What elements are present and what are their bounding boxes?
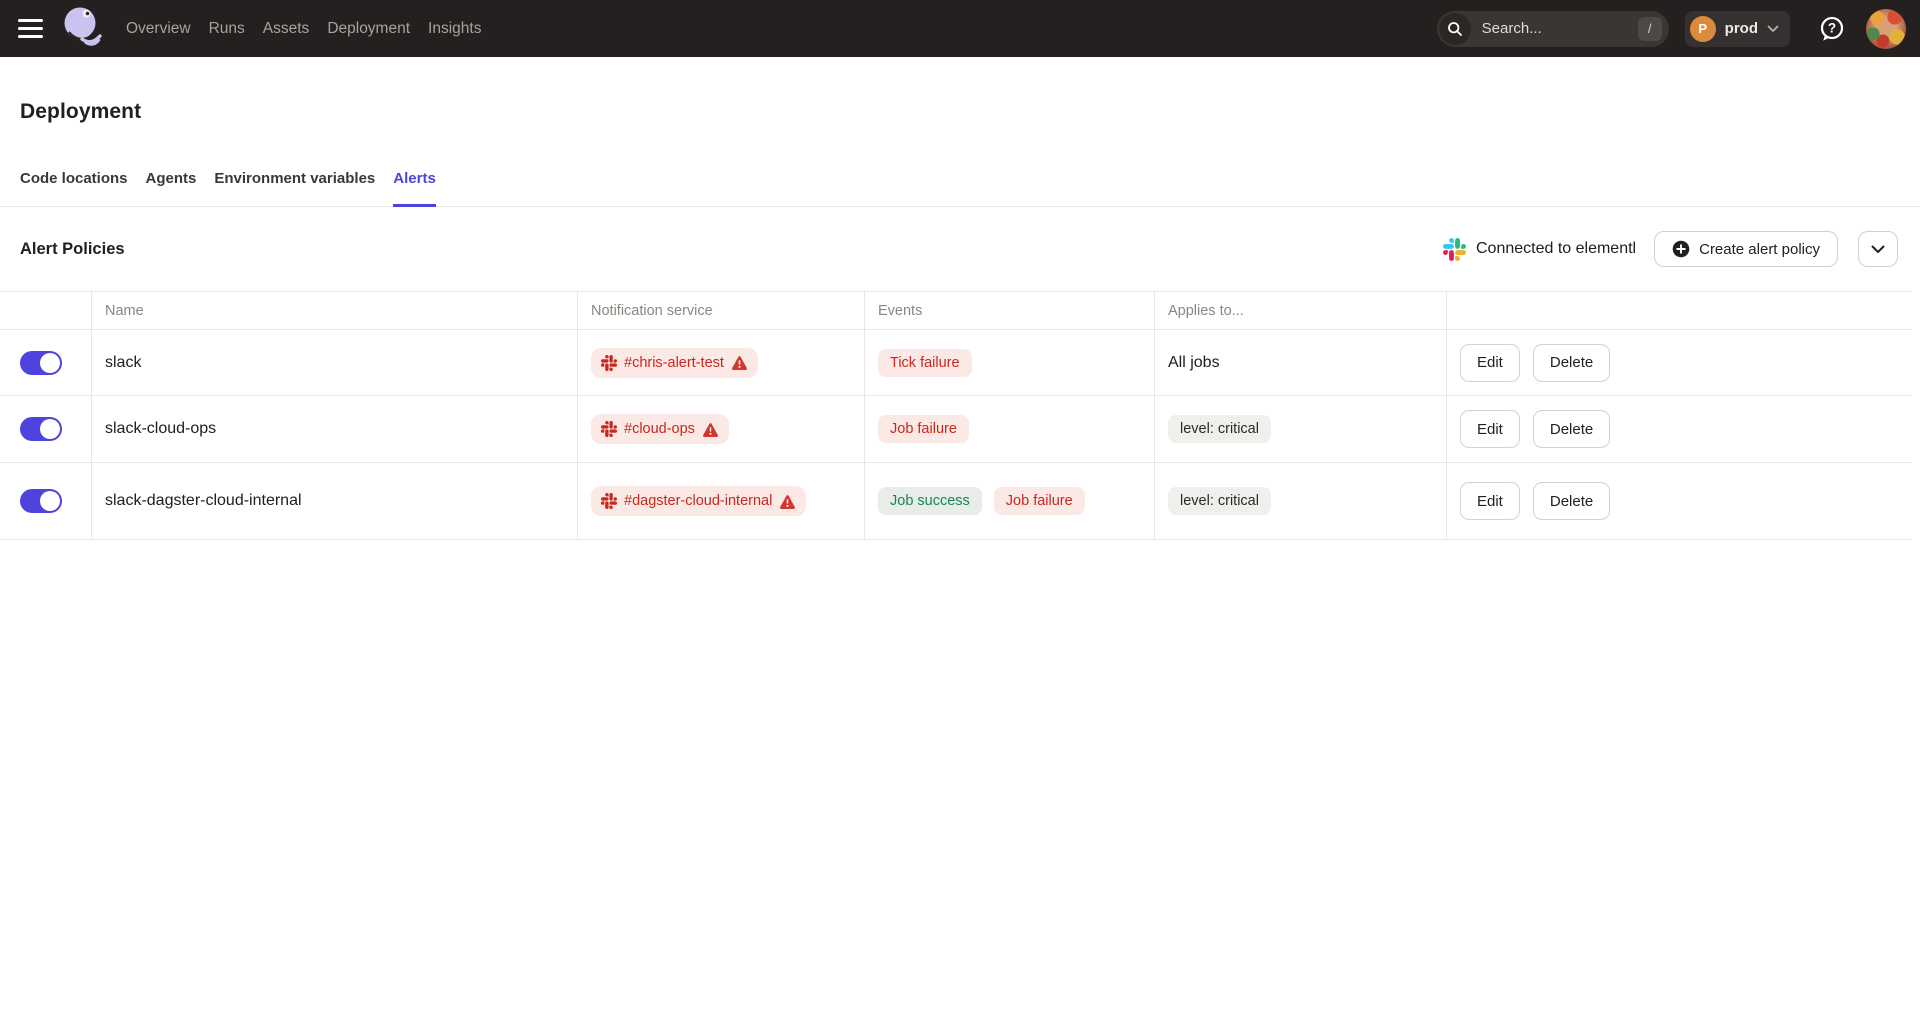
alert-policies-table: Name Notification service Events Applies…: [0, 291, 1912, 540]
nav-item-insights[interactable]: Insights: [428, 19, 482, 37]
svg-text:?: ?: [1828, 20, 1836, 35]
main-content: Deployment Code locations Agents Environme…: [0, 57, 1920, 540]
plus-circle-icon: [1672, 240, 1690, 258]
policy-name: slack: [105, 353, 142, 371]
applies-to-value: All jobs: [1168, 353, 1220, 371]
toggle-cell: [0, 463, 92, 539]
applies-to-value: level: critical: [1168, 415, 1271, 443]
chevron-down-icon: [1767, 25, 1779, 32]
header-name: Name: [92, 292, 578, 329]
slack-icon: [601, 354, 617, 371]
events-cell: Job failure: [865, 396, 1155, 462]
event-pill: Job failure: [993, 487, 1085, 515]
notification-service-cell: #chris-alert-test: [578, 330, 865, 395]
event-pill: Job failure: [878, 415, 969, 443]
header-actions-column: [1447, 292, 1912, 329]
search-box[interactable]: /: [1436, 10, 1669, 47]
nav-item-deployment[interactable]: Deployment: [327, 19, 411, 37]
delete-button[interactable]: Delete: [1532, 482, 1611, 520]
table-header-row: Name Notification service Events Applies…: [0, 292, 1912, 330]
deployment-name: prod: [1724, 20, 1758, 37]
applies-to-cell: level: critical: [1155, 396, 1447, 462]
delete-button[interactable]: Delete: [1532, 410, 1611, 448]
header-notification-service: Notification service: [578, 292, 865, 329]
tab-environment-variables[interactable]: Environment variables: [214, 170, 376, 187]
edit-button[interactable]: Edit: [1460, 482, 1520, 520]
slack-connection-status: Connected to elementl: [1443, 237, 1637, 261]
warning-icon: [780, 494, 796, 509]
name-cell: slack-cloud-ops: [92, 396, 578, 462]
tab-agents[interactable]: Agents: [145, 170, 197, 187]
table-row: slack-cloud-ops #cloud-ops Job failure l…: [0, 396, 1912, 463]
main-nav: Overview Runs Assets Deployment Insights: [126, 20, 481, 38]
warning-icon: [702, 422, 718, 437]
policy-name: slack-cloud-ops: [105, 420, 217, 437]
nav-item-overview[interactable]: Overview: [126, 19, 191, 37]
header-events: Events: [865, 292, 1155, 329]
top-bar: Overview Runs Assets Deployment Insights / P…: [0, 0, 1920, 57]
create-alert-policy-button[interactable]: Create alert policy: [1654, 231, 1838, 267]
policy-enabled-toggle[interactable]: [20, 350, 62, 375]
header-toggle-column: [0, 292, 92, 329]
connection-status-text: Connected to elementl: [1476, 240, 1637, 257]
help-icon[interactable]: ?: [1818, 15, 1846, 43]
tab-code-locations[interactable]: Code locations: [20, 170, 128, 187]
search-icon: [1438, 12, 1471, 45]
notification-service-cell: #dagster-cloud-internal: [578, 463, 865, 539]
notification-service-cell: #cloud-ops: [578, 396, 865, 462]
actions-cell: Edit Delete: [1447, 463, 1912, 539]
alert-policies-header: Alert Policies Connected to elementl Cre…: [0, 207, 1920, 291]
header-applies-to: Applies to...: [1155, 292, 1447, 329]
deployment-switcher[interactable]: P prod: [1684, 10, 1790, 47]
warning-icon: [731, 356, 747, 370]
toggle-cell: [0, 330, 92, 395]
actions-cell: Edit Delete: [1447, 330, 1912, 395]
policy-name: slack-dagster-cloud-internal: [105, 492, 302, 509]
slack-channel-pill: #cloud-ops: [591, 414, 729, 444]
toggle-cell: [0, 396, 92, 462]
slack-channel-label: #cloud-ops: [624, 421, 695, 437]
hamburger-menu-icon[interactable]: [18, 19, 43, 38]
table-body: slack #chris-alert-test Tick failure All…: [0, 330, 1912, 540]
page-title: Deployment: [20, 100, 142, 123]
name-cell: slack-dagster-cloud-internal: [92, 463, 578, 539]
name-cell: slack: [92, 330, 578, 395]
events-cell: Tick failure: [865, 330, 1155, 395]
nav-item-assets[interactable]: Assets: [262, 19, 310, 37]
deployment-avatar: P: [1689, 15, 1716, 42]
user-avatar[interactable]: [1866, 8, 1906, 49]
event-pill: Tick failure: [878, 348, 972, 377]
chevron-down-icon: [1871, 245, 1885, 253]
search-input[interactable]: [1481, 20, 1620, 37]
slack-icon: [601, 421, 617, 437]
create-alert-policy-label: Create alert policy: [1699, 240, 1820, 258]
section-title: Alert Policies: [20, 239, 125, 258]
applies-to-cell: level: critical: [1155, 463, 1447, 539]
slack-channel-label: #chris-alert-test: [624, 354, 724, 371]
alert-policy-more-options-button[interactable]: [1858, 231, 1898, 267]
table-row: slack-dagster-cloud-internal #dagster-cl…: [0, 463, 1912, 540]
nav-item-runs[interactable]: Runs: [208, 19, 245, 37]
slack-icon: [601, 493, 617, 509]
slack-channel-pill: #dagster-cloud-internal: [591, 486, 807, 516]
slack-icon: [1443, 237, 1466, 261]
table-row: slack #chris-alert-test Tick failure All…: [0, 330, 1912, 396]
event-pill: Job success: [878, 487, 982, 515]
slack-channel-label: #dagster-cloud-internal: [624, 493, 773, 509]
events-cell: Job success Job failure: [865, 463, 1155, 539]
delete-button[interactable]: Delete: [1532, 343, 1611, 382]
policy-enabled-toggle[interactable]: [20, 417, 62, 441]
dagster-logo-icon[interactable]: [60, 5, 106, 53]
applies-to-cell: All jobs: [1155, 330, 1447, 395]
actions-cell: Edit Delete: [1447, 396, 1912, 462]
tab-alerts[interactable]: Alerts: [393, 170, 436, 207]
policy-enabled-toggle[interactable]: [20, 489, 62, 513]
deployment-tabs: Code locations Agents Environment variable…: [0, 170, 1920, 207]
edit-button[interactable]: Edit: [1460, 410, 1520, 448]
search-shortcut-hint: /: [1637, 16, 1662, 41]
applies-to-value: level: critical: [1168, 487, 1271, 515]
edit-button[interactable]: Edit: [1460, 343, 1520, 382]
slack-channel-pill: #chris-alert-test: [591, 347, 758, 378]
